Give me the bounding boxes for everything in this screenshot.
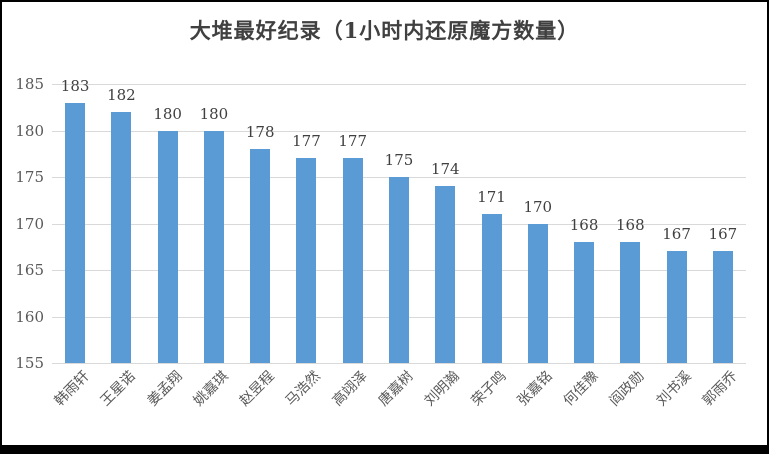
- y-tick-label: 175: [15, 168, 44, 186]
- y-tick-label: 180: [15, 121, 44, 140]
- bar-value-label: 180: [153, 104, 182, 123]
- bar-value-label: 177: [338, 132, 368, 151]
- bar: [435, 186, 456, 363]
- y-tick-label: 170: [15, 214, 44, 233]
- y-tick-label: 185: [15, 75, 44, 93]
- bar: [203, 130, 224, 363]
- x-tick-label: 姚嘉琪: [190, 368, 232, 410]
- bar-value-label: 182: [107, 85, 136, 104]
- bar-value-label: 183: [60, 76, 90, 95]
- x-tick-label: 郭雨乔: [699, 368, 741, 410]
- bar-value-label: 167: [708, 225, 738, 244]
- bar-value-label: 168: [569, 216, 599, 235]
- bar: [712, 251, 733, 363]
- bar-value-label: 175: [384, 151, 414, 169]
- bar: [666, 251, 687, 363]
- x-tick-label: 姜孟翔: [144, 368, 186, 410]
- bar-value-label: 177: [292, 132, 321, 151]
- y-tick-label: 165: [15, 261, 44, 279]
- plot-area: 155 160 165 170 175 180 185 183 韩雨轩 182 王星诺 180 姜孟翔 1…: [2, 2, 767, 445]
- bar: [620, 242, 641, 363]
- bar: [250, 149, 271, 363]
- gridline: [52, 363, 746, 364]
- bar-value-label: 171: [477, 188, 506, 207]
- bar: [296, 158, 317, 363]
- chart-title: 大堆最好纪录（1小时内还原魔方数量）: [189, 18, 580, 43]
- x-tick-label: 唐嘉树: [375, 368, 417, 410]
- bar: [527, 223, 548, 363]
- x-tick-label: 韩雨轩: [51, 368, 93, 410]
- x-tick-label: 高翊泽: [329, 368, 371, 410]
- y-tick-label: 160: [15, 307, 44, 326]
- x-tick-label: 张嘉铭: [514, 368, 556, 410]
- bar-value-label: 170: [523, 197, 553, 216]
- x-tick-label: 阎政勋: [606, 368, 648, 410]
- x-tick-label: 马浩然: [283, 368, 325, 410]
- gridline: [52, 84, 746, 85]
- bar: [342, 158, 363, 363]
- gridline: [52, 130, 746, 132]
- bar-value-label: 180: [199, 104, 229, 123]
- bar: [65, 102, 86, 363]
- x-tick-label: 王星诺: [98, 368, 140, 410]
- bar: [481, 214, 502, 363]
- bar: [111, 111, 132, 363]
- bar-value-label: 174: [430, 160, 460, 179]
- y-tick-label: 155: [15, 354, 44, 372]
- bar: [157, 130, 178, 363]
- x-tick-label: 赵昱程: [236, 368, 278, 410]
- bar-value-label: 167: [662, 225, 691, 244]
- x-tick-label: 刘明瀚: [421, 368, 463, 410]
- bar: [389, 177, 409, 363]
- x-tick-label: 荣子鸣: [468, 368, 510, 410]
- x-tick-label: 何佳豫: [560, 368, 602, 410]
- bar-value-label: 168: [616, 216, 645, 235]
- bar-value-label: 178: [245, 123, 275, 142]
- bar: [574, 242, 595, 363]
- x-tick-label: 刘书溪: [653, 368, 695, 410]
